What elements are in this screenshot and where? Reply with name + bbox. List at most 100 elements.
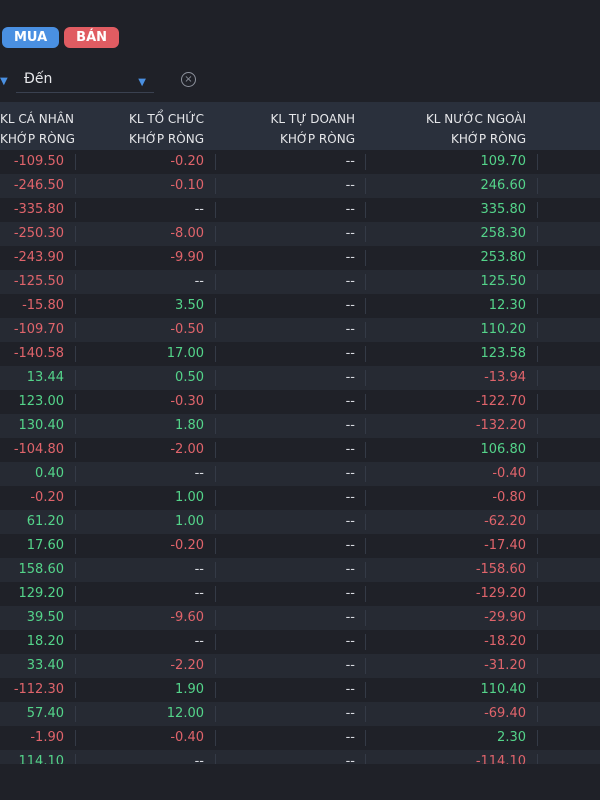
table-row[interactable]: 114.10 -- -- -114.10 xyxy=(0,750,600,764)
column-divider xyxy=(75,610,76,626)
column-divider xyxy=(365,586,366,602)
column-divider xyxy=(365,442,366,458)
column-divider xyxy=(75,442,76,458)
cell-individual: -15.80 xyxy=(22,298,64,313)
table-row[interactable]: 158.60 -- -- -158.60 xyxy=(0,558,600,582)
column-divider xyxy=(537,754,538,764)
column-divider xyxy=(537,418,538,434)
table-row[interactable]: -250.30 -8.00 -- 258.30 xyxy=(0,222,600,246)
table-row[interactable]: 13.44 0.50 -- -13.94 xyxy=(0,366,600,390)
column-divider xyxy=(215,682,216,698)
column-divider xyxy=(75,682,76,698)
column-divider xyxy=(215,202,216,218)
column-divider xyxy=(215,322,216,338)
column-divider xyxy=(365,226,366,242)
column-divider xyxy=(537,586,538,602)
table-row[interactable]: 33.40 -2.20 -- -31.20 xyxy=(0,654,600,678)
cell-individual: -243.90 xyxy=(13,250,64,265)
cell-foreign: 258.30 xyxy=(480,226,527,241)
header-institution-line2: KHỚP RÒNG xyxy=(129,132,204,146)
table-row[interactable]: -140.58 17.00 -- 123.58 xyxy=(0,342,600,366)
from-dropdown-caret-icon[interactable]: ▼ xyxy=(0,76,8,87)
column-divider xyxy=(537,730,538,746)
cell-proprietary: -- xyxy=(345,442,355,457)
column-divider xyxy=(75,562,76,578)
cell-institution: 3.50 xyxy=(175,298,204,313)
sell-button[interactable]: BÁN xyxy=(64,27,120,48)
table-row[interactable]: -104.80 -2.00 -- 106.80 xyxy=(0,438,600,462)
table-row[interactable]: -112.30 1.90 -- 110.40 xyxy=(0,678,600,702)
column-divider xyxy=(75,322,76,338)
cell-individual: 61.20 xyxy=(26,514,64,529)
header-proprietary[interactable]: KL TỰ DOANH KHỚP RÒNG xyxy=(216,109,356,149)
table-row[interactable]: 130.40 1.80 -- -132.20 xyxy=(0,414,600,438)
cell-proprietary: -- xyxy=(345,562,355,577)
table-row[interactable]: -1.90 -0.40 -- 2.30 xyxy=(0,726,600,750)
table-row[interactable]: 0.40 -- -- -0.40 xyxy=(0,462,600,486)
header-foreign[interactable]: KL NƯỚC NGOÀI KHỚP RÒNG xyxy=(366,109,526,149)
buy-button[interactable]: MUA xyxy=(2,27,60,48)
column-divider xyxy=(75,154,76,170)
cell-individual: -0.20 xyxy=(30,490,64,505)
table-row[interactable]: 129.20 -- -- -129.20 xyxy=(0,582,600,606)
table-row[interactable]: -109.50 -0.20 -- 109.70 xyxy=(0,150,600,174)
column-divider xyxy=(215,442,216,458)
cell-institution: 1.90 xyxy=(175,682,204,697)
column-divider xyxy=(537,202,538,218)
cell-institution: -0.10 xyxy=(170,178,204,193)
table-body[interactable]: -109.50 -0.20 -- 109.70 -246.50 -0.10 -- 246.60… xyxy=(0,150,600,764)
cell-institution: -8.00 xyxy=(170,226,204,241)
cell-foreign: -0.80 xyxy=(492,490,526,505)
cell-proprietary: -- xyxy=(345,250,355,265)
column-divider xyxy=(365,274,366,290)
column-divider xyxy=(75,370,76,386)
cell-foreign: 2.30 xyxy=(497,730,526,745)
column-divider xyxy=(215,418,216,434)
column-divider xyxy=(365,514,366,530)
table-row[interactable]: 57.40 12.00 -- -69.40 xyxy=(0,702,600,726)
column-divider xyxy=(215,706,216,722)
cell-proprietary: -- xyxy=(345,274,355,289)
table-row[interactable]: -109.70 -0.50 -- 110.20 xyxy=(0,318,600,342)
cell-foreign: 335.80 xyxy=(480,202,527,217)
column-divider xyxy=(215,250,216,266)
cell-institution: -- xyxy=(194,562,204,577)
cell-foreign: 123.58 xyxy=(480,346,527,361)
column-divider xyxy=(537,514,538,530)
column-divider xyxy=(365,202,366,218)
table-row[interactable]: 18.20 -- -- -18.20 xyxy=(0,630,600,654)
header-foreign-line1: KL NƯỚC NGOÀI xyxy=(425,112,526,126)
cell-individual: 129.20 xyxy=(18,586,65,601)
header-individual[interactable]: KL CÁ NHÂN KHỚP RÒNG xyxy=(0,109,75,149)
cell-individual: -104.80 xyxy=(13,442,64,457)
column-divider xyxy=(365,346,366,362)
column-divider xyxy=(365,682,366,698)
table-row[interactable]: 123.00 -0.30 -- -122.70 xyxy=(0,390,600,414)
cell-institution: 12.00 xyxy=(166,706,204,721)
header-proprietary-line2: KHỚP RÒNG xyxy=(280,132,355,146)
column-divider xyxy=(365,394,366,410)
column-divider xyxy=(215,514,216,530)
table-row[interactable]: 17.60 -0.20 -- -17.40 xyxy=(0,534,600,558)
cell-proprietary: -- xyxy=(345,634,355,649)
table-row[interactable]: -335.80 -- -- 335.80 xyxy=(0,198,600,222)
table-row[interactable]: -246.50 -0.10 -- 246.60 xyxy=(0,174,600,198)
cell-foreign: 246.60 xyxy=(480,178,527,193)
cell-proprietary: -- xyxy=(345,754,355,764)
cell-proprietary: -- xyxy=(345,466,355,481)
column-divider xyxy=(365,730,366,746)
table-row[interactable]: 39.50 -9.60 -- -29.90 xyxy=(0,606,600,630)
table-row[interactable]: -243.90 -9.90 -- 253.80 xyxy=(0,246,600,270)
to-date-field[interactable]: Đến ▼ xyxy=(16,68,154,93)
table-row[interactable]: 61.20 1.00 -- -62.20 xyxy=(0,510,600,534)
cell-foreign: 110.40 xyxy=(480,682,527,697)
table-row[interactable]: -15.80 3.50 -- 12.30 xyxy=(0,294,600,318)
header-institution[interactable]: KL TỔ CHỨC KHỚP RÒNG xyxy=(76,109,204,149)
table-row[interactable]: -0.20 1.00 -- -0.80 xyxy=(0,486,600,510)
table-row[interactable]: -125.50 -- -- 125.50 xyxy=(0,270,600,294)
clear-icon[interactable]: × xyxy=(181,72,196,87)
cell-proprietary: -- xyxy=(345,154,355,169)
chevron-down-icon[interactable]: ▼ xyxy=(138,77,146,88)
column-divider xyxy=(215,610,216,626)
cell-foreign: -132.20 xyxy=(475,418,526,433)
